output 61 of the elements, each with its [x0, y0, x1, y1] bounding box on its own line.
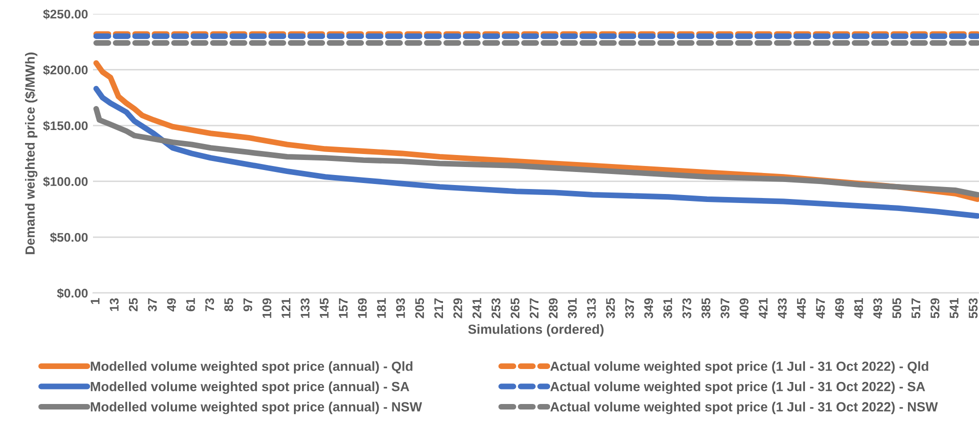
x-tick-label: 241	[472, 298, 482, 318]
x-tick-label: 529	[930, 298, 940, 318]
x-tick-label: 205	[415, 298, 424, 318]
x-tick-label: 133	[300, 298, 310, 318]
legend-label: Actual volume weighted spot price (1 Jul - 31 Oct 2022) - Qld	[550, 361, 928, 374]
x-tick-label: 409	[740, 298, 749, 318]
x-tick-label: 397	[720, 298, 730, 318]
x-tick-label: 1	[90, 298, 100, 304]
x-tick-label: 361	[663, 298, 672, 318]
x-tick-label: 109	[262, 298, 272, 318]
x-tick-label: 373	[682, 298, 692, 318]
x-tick-label: 433	[778, 298, 787, 318]
x-tick-label: 229	[453, 298, 462, 318]
x-tick-label: 493	[873, 298, 882, 318]
legend-label: Actual volume weighted spot price (1 Jul - 31 Oct 2022) - NSW	[550, 402, 938, 414]
x-tick-label: 49	[167, 298, 176, 312]
x-tick-label: 289	[548, 298, 558, 318]
x-tick-label: 97	[243, 298, 252, 312]
y-tick-label: $200.00	[43, 64, 88, 76]
legend-label: Actual volume weighted spot price (1 Jul - 31 Oct 2022) - SA	[550, 382, 926, 394]
y-tick-label: $50.00	[50, 232, 88, 243]
x-tick-label: 61	[186, 298, 195, 312]
y-tick-label: $100.00	[43, 176, 88, 187]
legend-label: Modelled volume weighted spot price (annual) - Qld	[90, 361, 412, 374]
x-tick-label: 37	[148, 298, 157, 312]
legend-label: Modelled volume weighted spot price (annual) - NSW	[90, 402, 422, 414]
x-tick-label: 25	[128, 298, 138, 312]
x-tick-label: 541	[950, 298, 958, 318]
x-tick-label: 517	[912, 298, 920, 318]
y-tick-label: $150.00	[43, 120, 88, 131]
x-tick-label: 73	[205, 298, 214, 312]
x-tick-label: 169	[358, 298, 367, 318]
x-tick-label: 181	[377, 298, 386, 318]
y-tick-label: $0.00	[57, 288, 88, 298]
y-tick-label: $250.00	[43, 9, 88, 20]
x-tick-label: 325	[606, 298, 615, 318]
x-tick-label: 157	[338, 298, 348, 318]
legend-label: Modelled volume weighted spot price (annual) - SA	[90, 382, 410, 394]
x-tick-label: 553	[968, 298, 978, 318]
x-tick-label: 121	[282, 298, 290, 318]
x-tick-label: 421	[758, 298, 768, 318]
x-tick-label: 253	[492, 298, 500, 318]
x-tick-label: 481	[854, 298, 864, 318]
x-tick-label: 445	[797, 298, 806, 318]
x-tick-label: 349	[644, 298, 654, 318]
x-tick-label: 457	[816, 298, 825, 318]
x-tick-label: 265	[510, 298, 520, 318]
x-tick-label: 145	[320, 298, 329, 318]
x-tick-label: 301	[568, 298, 577, 318]
x-tick-label: 313	[586, 298, 596, 318]
x-tick-label: 505	[892, 298, 902, 318]
x-tick-label: 193	[396, 298, 405, 318]
x-tick-label: 469	[835, 298, 844, 318]
x-tick-label: 385	[702, 298, 710, 318]
x-tick-label: 85	[224, 298, 234, 312]
x-tick-label: 13	[110, 298, 119, 311]
x-tick-label: 337	[625, 298, 634, 318]
x-tick-label: 277	[530, 298, 538, 318]
x-axis-title: Simulations (ordered)	[468, 324, 604, 337]
x-tick-label: 217	[434, 298, 443, 318]
y-axis-title: Demand weighted price ($/MWh)	[24, 52, 38, 254]
